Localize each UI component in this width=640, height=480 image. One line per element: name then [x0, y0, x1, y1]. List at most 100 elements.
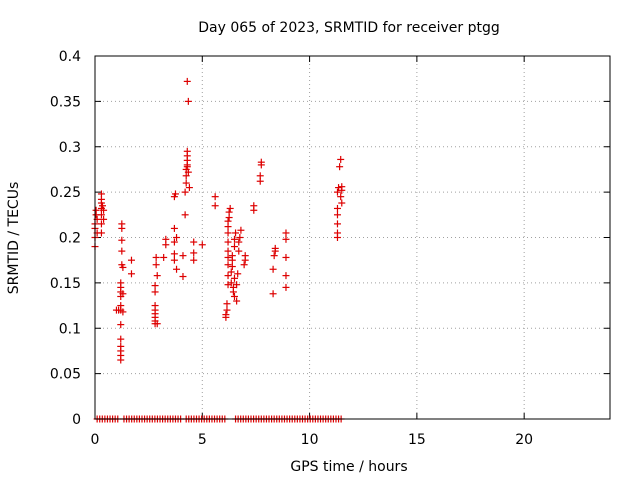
data-point [184, 97, 192, 105]
data-point [223, 306, 231, 314]
data-point [233, 297, 241, 305]
data-point [117, 342, 125, 350]
data-point [240, 261, 248, 269]
data-point [99, 202, 107, 210]
data-point [336, 163, 344, 171]
chart-title: Day 065 of 2023, SRMTID for receiver ptg… [198, 20, 500, 36]
data-point [117, 335, 125, 343]
data-point [190, 238, 198, 246]
data-point [183, 147, 191, 155]
data-point [333, 229, 341, 237]
data-point [224, 229, 232, 237]
data-point [182, 172, 190, 180]
data-points [91, 77, 346, 423]
data-point [211, 202, 219, 210]
data-point [97, 220, 105, 228]
data-point [269, 290, 277, 298]
x-tick-label: 0 [91, 432, 100, 448]
y-tick-label: 0.2 [59, 231, 81, 247]
data-point [224, 217, 232, 225]
data-point [151, 288, 159, 296]
data-point [181, 188, 189, 196]
x-tick-label: 15 [408, 432, 426, 448]
data-point [333, 188, 341, 196]
data-point [224, 272, 232, 280]
data-point [224, 247, 232, 255]
data-point [190, 256, 198, 264]
y-tick-label: 0.05 [50, 367, 81, 383]
data-point [333, 204, 341, 212]
data-point [127, 256, 135, 264]
data-point [224, 261, 232, 269]
data-point [198, 241, 206, 249]
tick-layer [94, 55, 610, 420]
data-point [183, 77, 191, 85]
data-point [179, 252, 187, 260]
data-point [222, 311, 230, 319]
data-point [241, 252, 249, 260]
data-point [171, 190, 179, 198]
data-point [170, 250, 178, 258]
data-point [338, 199, 346, 207]
data-point [185, 184, 193, 192]
data-point [97, 229, 105, 237]
data-point [119, 290, 127, 298]
data-point [337, 193, 345, 201]
data-point [97, 211, 105, 219]
x-tick-label: 20 [515, 432, 533, 448]
data-point [282, 235, 290, 243]
data-point [179, 273, 187, 281]
data-point [224, 253, 232, 261]
data-point [117, 279, 125, 287]
data-point [228, 263, 236, 271]
y-axis-label: SRMTID / TECUs [6, 182, 22, 295]
data-point [232, 229, 240, 237]
data-point [235, 238, 243, 246]
y-tick-label: 0.1 [59, 321, 81, 337]
data-point [236, 234, 244, 241]
data-point [223, 300, 231, 308]
y-tick-label: 0.3 [59, 140, 81, 156]
data-point [118, 247, 126, 255]
data-point [225, 208, 233, 216]
data-point [337, 155, 345, 163]
data-point [117, 321, 125, 329]
data-point [233, 281, 241, 289]
plot-frame [94, 55, 611, 420]
x-tick-label: 5 [198, 432, 207, 448]
data-point [190, 249, 198, 257]
y-tick-label: 0.25 [50, 185, 81, 201]
data-point [118, 236, 126, 244]
y-tick-label: 0.15 [50, 276, 81, 292]
data-point [237, 226, 245, 234]
data-point [184, 168, 192, 176]
data-point [92, 206, 100, 214]
data-point [230, 274, 238, 282]
data-point [173, 234, 181, 241]
data-point [153, 320, 161, 328]
x-tick-label: 10 [301, 432, 319, 448]
x-axis-label: GPS time / hours [290, 459, 407, 475]
data-point [127, 270, 135, 278]
data-point [230, 292, 238, 300]
data-point [170, 238, 178, 246]
y-tick-label: 0 [72, 412, 81, 428]
data-point [256, 172, 264, 180]
data-point [257, 158, 265, 166]
y-tick-labels: 0 0.05 0.1 0.15 0.2 0.25 0.3 0.35 0.4 [50, 49, 81, 428]
data-point [170, 224, 178, 232]
data-point [269, 265, 277, 273]
data-point [117, 302, 125, 310]
data-point [170, 256, 178, 264]
y-tick-label: 0.35 [50, 94, 81, 110]
data-point [338, 183, 346, 191]
data-point [211, 193, 219, 201]
x-tick-labels: 0 5 10 15 20 [91, 432, 534, 448]
data-point [152, 261, 160, 269]
grid-layer [95, 56, 610, 419]
data-point [173, 265, 181, 273]
data-point [160, 253, 168, 261]
data-point [100, 206, 108, 214]
data-point [224, 238, 232, 246]
